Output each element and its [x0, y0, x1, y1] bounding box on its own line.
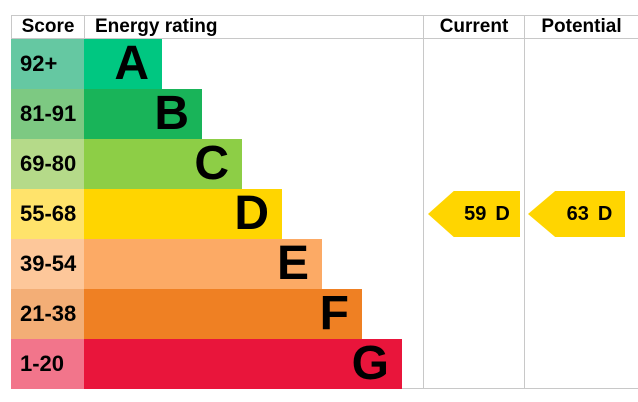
band-bar: G [84, 339, 402, 389]
current-column-header: Current [439, 16, 509, 37]
band-bar: D [84, 189, 282, 239]
header-bottom-border [11, 38, 638, 39]
potential-rating-value: 63 [566, 202, 589, 225]
energy-band-row: 55-68 D [11, 189, 638, 239]
band-score-range: 55-68 [11, 189, 84, 239]
band-bar: C [84, 139, 242, 189]
energy-band-row: 92+ A [11, 39, 638, 89]
band-score-range: 81-91 [11, 89, 84, 139]
band-score-range: 39-54 [11, 239, 84, 289]
chart-top-border [11, 15, 638, 16]
energy-band-row: 21-38 F [11, 289, 638, 339]
potential-column-divider [524, 15, 525, 389]
score-column-header: Score [21, 16, 75, 37]
energy-band-row: 1-20 G [11, 339, 638, 389]
band-score-range: 21-38 [11, 289, 84, 339]
band-score-range: 69-80 [11, 139, 84, 189]
current-rating-band-letter: D [495, 202, 510, 225]
energy-band-row: 69-80 C [11, 139, 638, 189]
score-column-divider [84, 15, 85, 39]
current-column-divider [423, 15, 424, 389]
potential-column-header: Potential [541, 16, 622, 37]
band-bar: B [84, 89, 202, 139]
energy-bands: 92+ A 81-91 B 69-80 C 55-68 D 39-54 E 21… [11, 39, 638, 389]
potential-rating-band-letter: D [597, 202, 613, 225]
band-score-range: 1-20 [11, 339, 84, 389]
current-rating-value: 59 [464, 202, 487, 225]
energy-band-row: 39-54 E [11, 239, 638, 289]
energy-band-row: 81-91 B [11, 89, 638, 139]
energy-rating-column-header: Energy rating [95, 16, 218, 37]
band-bar: E [84, 239, 322, 289]
band-bar: F [84, 289, 362, 339]
score-column-left-border [11, 15, 12, 39]
band-score-range: 92+ [11, 39, 84, 89]
band-bar: A [84, 39, 162, 89]
